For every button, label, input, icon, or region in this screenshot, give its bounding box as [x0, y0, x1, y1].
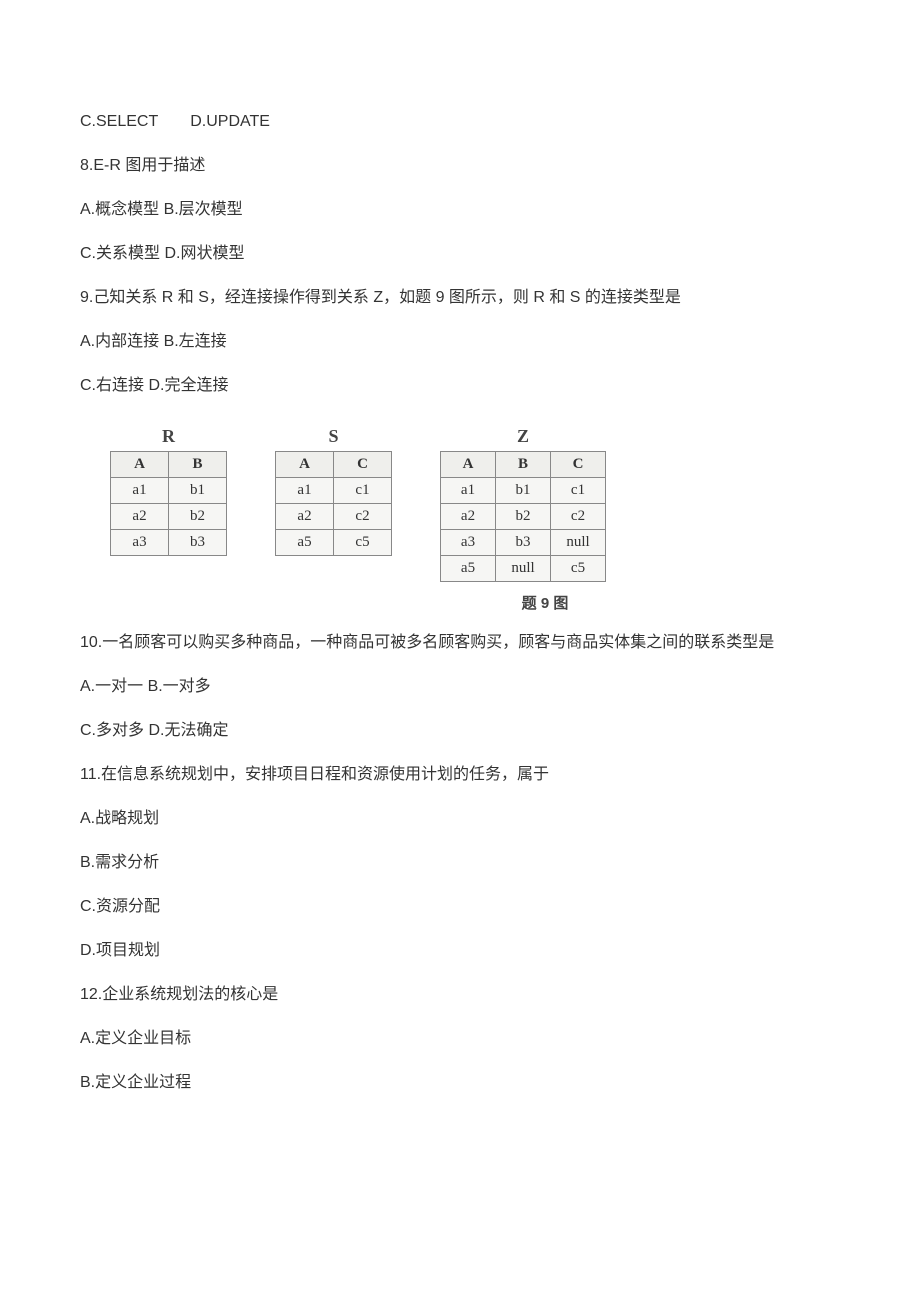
question-9-figure: R A B a1b1 a2b2 a3b3 S A C: [80, 426, 840, 613]
table-r-head-b: B: [169, 452, 227, 478]
question-10-options-cd: C.多对多 D.无法确定: [80, 719, 840, 743]
question-11-option-a: A.战略规划: [80, 807, 840, 831]
table-r: A B a1b1 a2b2 a3b3: [110, 451, 227, 556]
table-z-head-c: C: [551, 452, 606, 478]
figure-caption: 题 9 图: [110, 592, 840, 613]
table-r-title: R: [162, 426, 175, 447]
table-z-head-b: B: [496, 452, 551, 478]
table-row: a5c5: [276, 530, 392, 556]
table-row: a2b2: [111, 504, 227, 530]
table-row: a1c1: [276, 478, 392, 504]
question-12-stem: 12.企业系统规划法的核心是: [80, 983, 840, 1007]
table-row: a3b3null: [441, 530, 606, 556]
table-s-head-c: C: [334, 452, 392, 478]
question-12-option-b: B.定义企业过程: [80, 1071, 840, 1095]
question-8-stem: 8.E-R 图用于描述: [80, 154, 840, 178]
figure-tables-row: R A B a1b1 a2b2 a3b3 S A C: [110, 426, 840, 582]
table-s-head-a: A: [276, 452, 334, 478]
table-s-block: S A C a1c1 a2c2 a5c5: [275, 426, 392, 556]
table-row: a2b2c2: [441, 504, 606, 530]
question-9-options-ab: A.内部连接 B.左连接: [80, 330, 840, 354]
question-7-options-cd: C.SELECT D.UPDATE: [80, 110, 840, 134]
question-10-stem: 10.一名顾客可以购买多种商品，一种商品可被多名顾客购买，顾客与商品实体集之间的…: [80, 631, 840, 655]
question-11-option-b: B.需求分析: [80, 851, 840, 875]
question-8-options-ab: A.概念模型 B.层次模型: [80, 198, 840, 222]
table-z: A B C a1b1c1 a2b2c2 a3b3null a5nullc5: [440, 451, 606, 582]
question-12-option-a: A.定义企业目标: [80, 1027, 840, 1051]
table-s: A C a1c1 a2c2 a5c5: [275, 451, 392, 556]
question-11-option-d: D.项目规划: [80, 939, 840, 963]
table-r-head-a: A: [111, 452, 169, 478]
question-11-stem: 11.在信息系统规划中，安排项目日程和资源使用计划的任务，属于: [80, 763, 840, 787]
table-row: a1b1: [111, 478, 227, 504]
table-row: a3b3: [111, 530, 227, 556]
table-row: a1b1c1: [441, 478, 606, 504]
question-9-stem: 9.己知关系 R 和 S，经连接操作得到关系 Z，如题 9 图所示，则 R 和 …: [80, 286, 840, 310]
question-11-option-c: C.资源分配: [80, 895, 840, 919]
table-z-title: Z: [517, 426, 529, 447]
question-9-options-cd: C.右连接 D.完全连接: [80, 374, 840, 398]
table-s-title: S: [328, 426, 338, 447]
table-row: a2c2: [276, 504, 392, 530]
table-r-block: R A B a1b1 a2b2 a3b3: [110, 426, 227, 556]
table-row: a5nullc5: [441, 556, 606, 582]
question-8-options-cd: C.关系模型 D.网状模型: [80, 242, 840, 266]
table-z-block: Z A B C a1b1c1 a2b2c2 a3b3null a5nullc5: [440, 426, 606, 582]
question-10-options-ab: A.一对一 B.一对多: [80, 675, 840, 699]
table-z-head-a: A: [441, 452, 496, 478]
